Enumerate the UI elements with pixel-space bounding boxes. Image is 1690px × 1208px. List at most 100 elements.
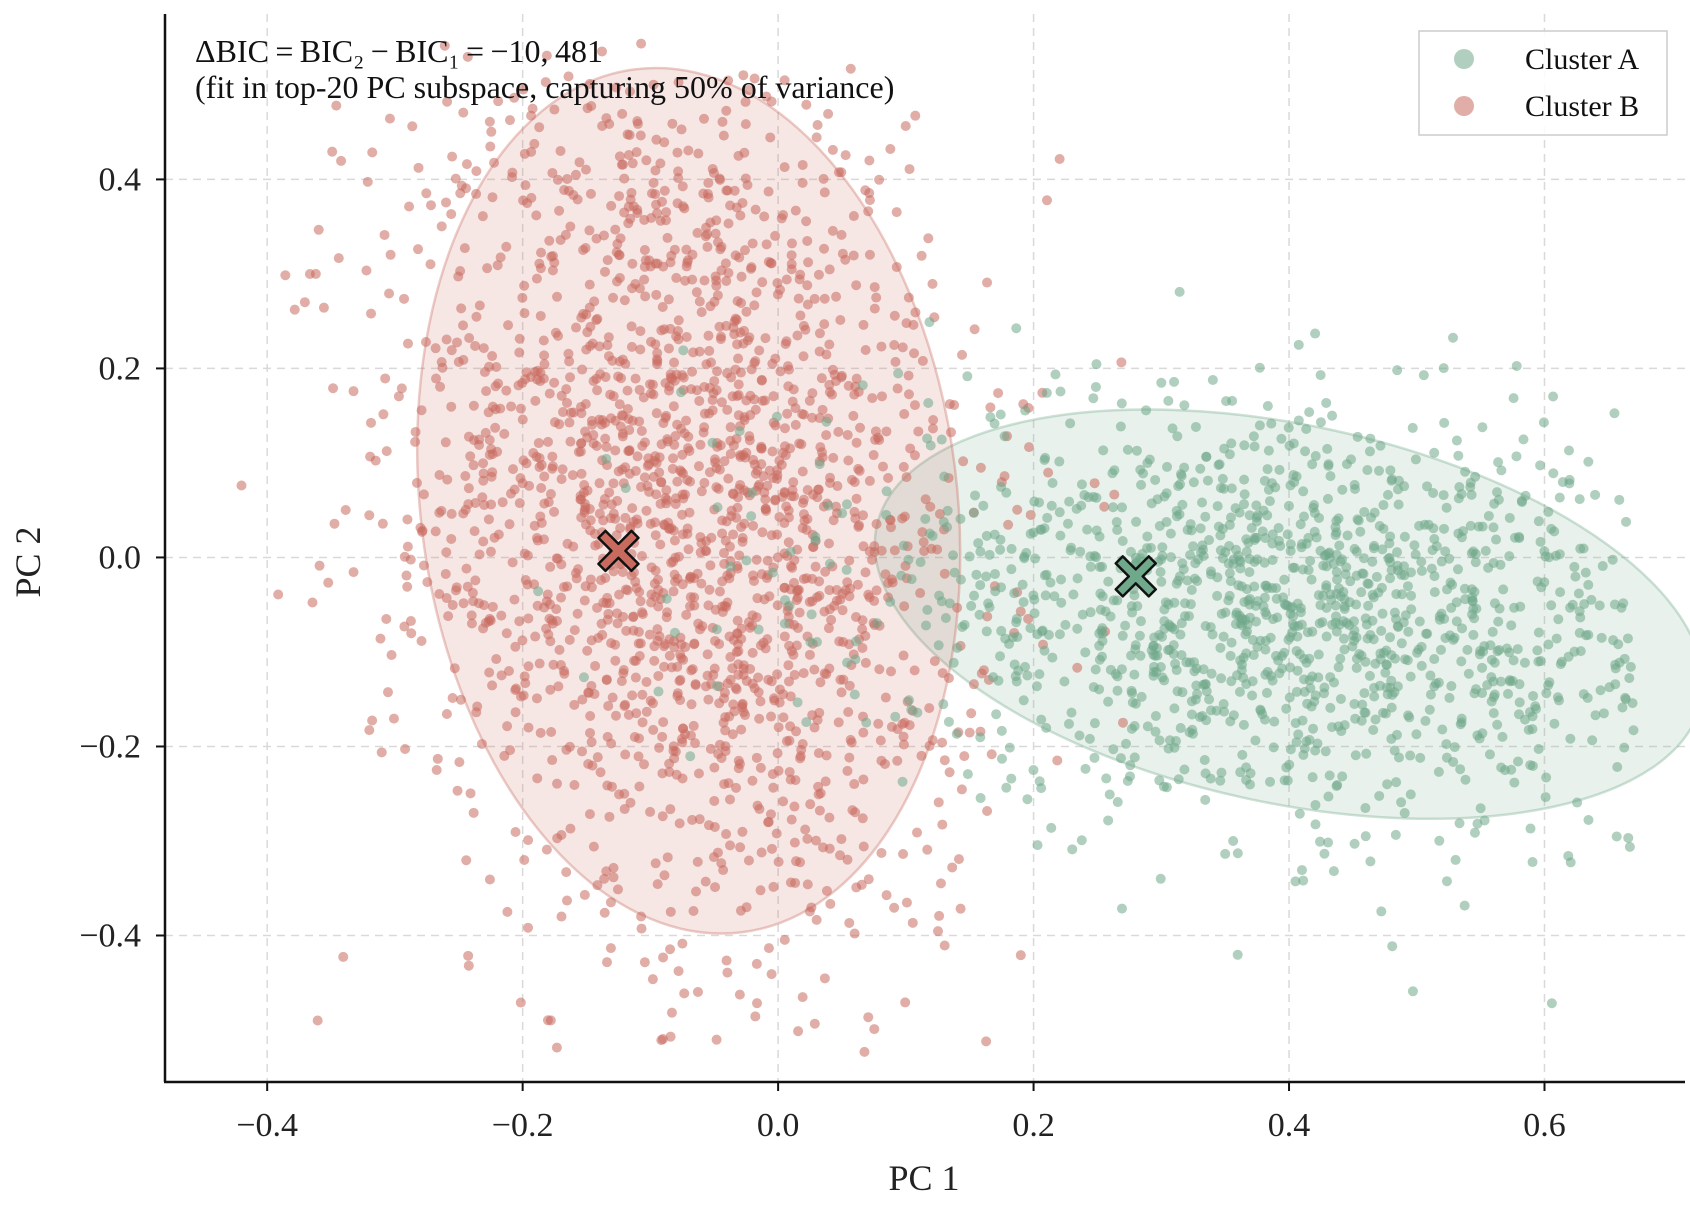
point-cluster-b (413, 244, 424, 255)
point-cluster-b (617, 354, 628, 365)
point-cluster-b (364, 510, 375, 521)
point-cluster-b (519, 148, 530, 159)
point-cluster-b (820, 776, 831, 787)
point-cluster-b (736, 271, 747, 282)
point-cluster-b (843, 706, 854, 717)
point-cluster-b (812, 119, 823, 130)
point-cluster-a (1237, 749, 1248, 760)
point-cluster-a (1282, 775, 1293, 786)
point-cluster-b (727, 729, 738, 740)
point-cluster-b (666, 662, 677, 673)
point-cluster-b (751, 554, 762, 565)
point-cluster-a (1009, 659, 1020, 670)
point-cluster-b (966, 708, 977, 719)
point-cluster-a (1404, 712, 1415, 723)
point-cluster-b (620, 749, 631, 760)
point-cluster-b (857, 624, 868, 635)
point-cluster-a (1169, 376, 1180, 387)
point-cluster-a (1166, 552, 1177, 563)
point-cluster-a (1383, 553, 1394, 564)
point-cluster-b (487, 351, 498, 362)
point-cluster-b (586, 680, 597, 691)
point-cluster-b (662, 436, 673, 447)
point-cluster-b (631, 147, 642, 158)
point-cluster-b (815, 677, 826, 688)
point-cluster-b (721, 275, 732, 286)
point-cluster-a (1331, 515, 1342, 526)
point-cluster-b (786, 250, 797, 261)
point-cluster-a (1004, 742, 1015, 753)
point-cluster-b (851, 373, 862, 384)
point-cluster-a (1085, 561, 1096, 572)
point-cluster-a (1228, 835, 1239, 846)
point-cluster-b (742, 180, 753, 191)
point-cluster-b (844, 555, 855, 566)
y-tick-label: 0.4 (99, 161, 142, 198)
point-cluster-b (875, 735, 886, 746)
point-cluster-b (607, 692, 618, 703)
point-cluster-b (515, 473, 526, 484)
point-cluster-b (667, 118, 678, 129)
point-cluster-b (679, 988, 690, 999)
point-cluster-b (711, 280, 722, 291)
point-cluster-a (1018, 695, 1029, 706)
point-cluster-b (610, 224, 621, 235)
point-cluster-a (1131, 516, 1142, 527)
point-cluster-b (606, 200, 617, 211)
point-cluster-a (707, 437, 718, 448)
point-cluster-b (733, 379, 744, 390)
point-cluster-b (600, 433, 611, 444)
y-ticks: −0.4−0.20.00.20.4 (79, 161, 165, 955)
point-cluster-b (486, 126, 497, 137)
point-cluster-a (1350, 713, 1361, 724)
point-cluster-a (1288, 611, 1299, 622)
point-cluster-b (986, 749, 997, 760)
point-cluster-b (766, 96, 777, 107)
point-cluster-a (1216, 767, 1227, 778)
point-cluster-b (789, 669, 800, 680)
point-cluster-a (1624, 841, 1635, 852)
point-cluster-b (771, 828, 782, 839)
point-cluster-b (501, 628, 512, 639)
point-cluster-b (1117, 717, 1128, 728)
point-cluster-b (521, 458, 532, 469)
point-cluster-a (1463, 668, 1474, 679)
point-cluster-b (674, 676, 685, 687)
point-cluster-b (688, 347, 699, 358)
point-cluster-b (752, 998, 763, 1009)
point-cluster-a (1341, 459, 1352, 470)
point-cluster-a (841, 499, 852, 510)
point-cluster-a (1447, 579, 1458, 590)
point-cluster-b (564, 741, 575, 752)
point-cluster-b (577, 364, 588, 375)
point-cluster-a (1130, 640, 1141, 651)
point-cluster-a (1067, 844, 1078, 855)
point-cluster-b (1012, 504, 1023, 515)
point-cluster-a (661, 593, 672, 604)
point-cluster-b (603, 351, 614, 362)
point-cluster-b (669, 357, 680, 368)
point-cluster-a (1370, 714, 1381, 725)
point-cluster-a (1246, 522, 1257, 533)
point-cluster-a (1335, 693, 1346, 704)
point-cluster-b (812, 714, 823, 725)
point-cluster-b (650, 591, 661, 602)
point-cluster-b (871, 585, 882, 596)
point-cluster-b (289, 304, 300, 315)
point-cluster-a (981, 530, 992, 541)
point-cluster-b (711, 385, 722, 396)
point-cluster-b (748, 520, 759, 531)
point-cluster-b (769, 693, 780, 704)
point-cluster-b (696, 307, 707, 318)
point-cluster-b (687, 366, 698, 377)
point-cluster-b (713, 483, 724, 494)
point-cluster-b (652, 356, 663, 367)
point-cluster-b (670, 430, 681, 441)
point-cluster-a (1462, 644, 1473, 655)
point-cluster-b (509, 92, 520, 103)
point-cluster-b (698, 188, 709, 199)
point-cluster-b (534, 462, 545, 473)
point-cluster-a (1323, 837, 1334, 848)
point-cluster-b (440, 568, 451, 579)
point-cluster-b (724, 541, 735, 552)
